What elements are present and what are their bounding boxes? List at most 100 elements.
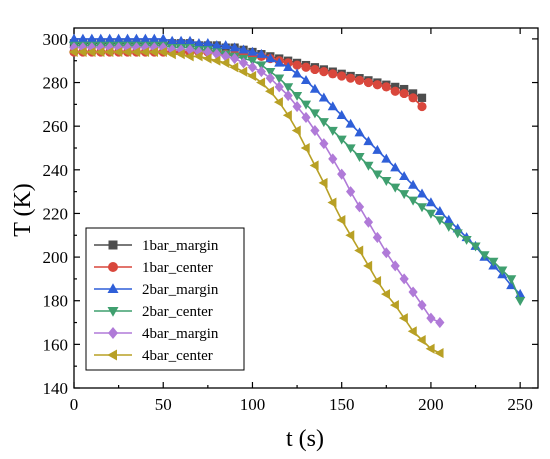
data-point xyxy=(140,46,150,58)
data-point xyxy=(184,51,194,62)
x-tick-label: 50 xyxy=(155,395,172,414)
data-point xyxy=(408,286,418,298)
data-point xyxy=(166,49,176,60)
data-point xyxy=(417,299,427,311)
y-tick-label: 200 xyxy=(43,248,69,267)
data-point xyxy=(256,48,267,58)
data-point xyxy=(220,57,230,68)
data-point xyxy=(247,57,258,67)
data-point xyxy=(372,144,383,154)
data-point xyxy=(416,334,426,346)
data-point xyxy=(345,230,355,241)
data-point xyxy=(157,46,167,58)
data-point xyxy=(425,343,435,354)
data-point xyxy=(327,126,338,136)
data-point xyxy=(95,33,106,43)
data-point xyxy=(354,75,365,85)
data-point xyxy=(408,179,419,189)
data-point xyxy=(300,75,312,85)
y-tick-label: 220 xyxy=(43,204,69,223)
data-point xyxy=(175,49,185,60)
data-point xyxy=(354,201,365,213)
y-tick-label: 180 xyxy=(43,292,69,311)
data-point xyxy=(318,92,329,102)
data-point xyxy=(291,125,301,136)
data-point xyxy=(408,196,419,206)
y-tick-label: 300 xyxy=(43,30,69,49)
data-point xyxy=(265,53,276,63)
data-point xyxy=(399,273,409,285)
data-point xyxy=(319,67,329,77)
data-point xyxy=(86,46,96,58)
data-point xyxy=(346,73,356,83)
data-point xyxy=(452,229,463,239)
data-point xyxy=(363,216,374,228)
data-point xyxy=(390,86,400,96)
data-point xyxy=(238,57,249,69)
data-point xyxy=(140,33,151,43)
data-point xyxy=(149,33,160,43)
data-point xyxy=(390,260,400,272)
data-point xyxy=(274,81,284,93)
axes-layer: 0 50 100 150 200 250 140 160 180 200 220 240 260 280 3… xyxy=(43,27,539,414)
data-point xyxy=(381,247,391,259)
data-point xyxy=(390,162,401,172)
data-point xyxy=(381,153,392,163)
data-point xyxy=(104,33,115,43)
legend-marker xyxy=(108,327,118,339)
data-point xyxy=(229,62,239,73)
data-point xyxy=(372,276,382,287)
data-point xyxy=(274,74,285,84)
legend-marker xyxy=(108,240,118,250)
legend-marker xyxy=(107,283,119,293)
data-point xyxy=(337,71,347,81)
data-point xyxy=(265,67,276,77)
x-tick-label: 100 xyxy=(240,395,266,414)
data-point xyxy=(77,33,88,43)
data-point xyxy=(390,183,401,193)
data-point xyxy=(416,203,428,213)
data-point xyxy=(68,33,80,43)
data-point xyxy=(310,125,320,137)
legend: 1bar_margin 1bar_center 2bar_margin 2bar_ce… xyxy=(85,227,245,371)
data-point xyxy=(292,60,302,70)
data-point xyxy=(372,80,382,90)
data-point xyxy=(443,222,454,232)
data-point xyxy=(425,209,436,219)
data-point xyxy=(328,69,338,79)
x-axis-title: t (s) xyxy=(286,426,324,452)
data-point xyxy=(211,55,221,66)
data-point xyxy=(337,168,347,180)
data-point xyxy=(408,93,418,103)
data-point xyxy=(230,53,240,65)
series-layer xyxy=(68,33,526,359)
data-point xyxy=(327,101,338,111)
legend-label: 1bar_margin xyxy=(142,238,219,254)
data-point xyxy=(381,289,390,300)
data-point xyxy=(399,190,410,200)
y-tick-label: 260 xyxy=(43,117,69,136)
data-point xyxy=(105,42,115,54)
data-point xyxy=(283,61,294,71)
data-point xyxy=(443,214,454,224)
data-point xyxy=(273,97,283,108)
data-point xyxy=(327,197,337,208)
data-point xyxy=(247,70,257,82)
y-tick-label: 160 xyxy=(43,335,69,354)
data-point xyxy=(238,66,248,77)
data-point xyxy=(488,257,499,267)
data-point xyxy=(176,35,187,45)
data-point xyxy=(434,216,445,226)
data-point xyxy=(265,86,274,97)
data-point xyxy=(69,42,79,54)
data-point xyxy=(301,111,311,123)
legend-label: 4bar_margin xyxy=(142,326,219,342)
data-point xyxy=(211,40,222,50)
data-point xyxy=(470,242,481,252)
data-point xyxy=(185,44,195,56)
data-point xyxy=(220,40,231,50)
legend-marker xyxy=(107,349,117,361)
data-point xyxy=(256,61,267,71)
